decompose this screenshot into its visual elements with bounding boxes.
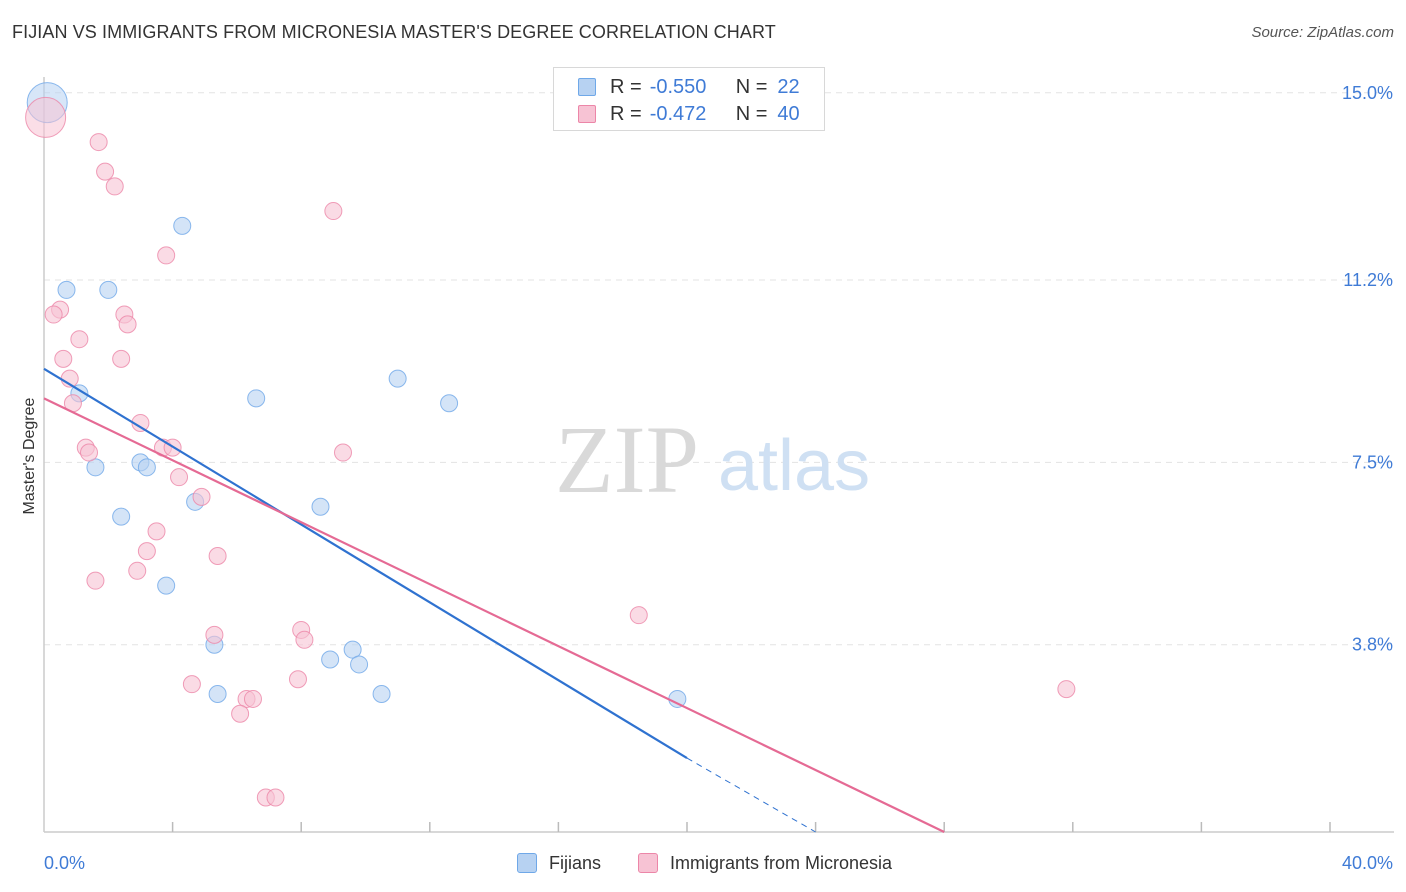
fijians-legend-swatch <box>517 853 537 873</box>
legend-r-value: -0.472 <box>649 102 707 125</box>
fijians-point <box>311 497 330 516</box>
data-points <box>25 82 1076 807</box>
legend-n-value: 40 <box>777 102 800 125</box>
fijians-point <box>350 655 369 674</box>
fijians-point <box>321 650 340 669</box>
legend-n-label: N = <box>735 102 768 125</box>
grid-lines <box>44 92 1394 646</box>
micronesia-point <box>118 315 137 334</box>
trend-lines <box>43 367 945 833</box>
micronesia-point <box>147 522 166 541</box>
micronesia-point <box>295 630 314 649</box>
fijians-point <box>112 507 131 526</box>
legend-r-value: -0.550 <box>649 75 707 98</box>
x-tick-label-min: 0.0% <box>44 853 85 873</box>
legend-row-fijians: R = -0.550 N = 22 <box>578 76 800 98</box>
fijians-legend-label: Fijians <box>549 852 602 873</box>
x-ticks <box>171 822 1331 832</box>
micronesia-point <box>157 246 176 265</box>
micronesia-point <box>170 468 189 487</box>
x-tick-label-max: 40.0% <box>1342 853 1393 873</box>
y-tick-labels: 3.8% 7.5% 11.2% 15.0% <box>1342 83 1393 655</box>
fijians-point <box>440 394 459 413</box>
micronesia-point <box>266 788 285 807</box>
fijians-swatch <box>578 78 596 96</box>
micronesia-legend-label: Immigrants from Micronesia <box>670 852 893 873</box>
micronesia-point <box>105 177 124 196</box>
fijians-point <box>173 216 192 235</box>
fijians-point <box>99 280 118 299</box>
micronesia-legend-swatch <box>638 853 658 873</box>
fijians-trend-extension <box>686 757 816 833</box>
micronesia-point <box>231 704 250 723</box>
chart-title: FIJIAN VS IMMIGRANTS FROM MICRONESIA MAS… <box>12 22 776 42</box>
fijians-trend-line <box>43 367 688 760</box>
y-tick-label: 7.5% <box>1352 452 1393 472</box>
micronesia-point <box>324 202 343 221</box>
micronesia-point <box>182 675 201 694</box>
fijians-point <box>57 280 76 299</box>
micronesia-point <box>128 561 147 580</box>
micronesia-point <box>96 162 115 181</box>
micronesia-point <box>192 487 211 506</box>
watermark: ZIP atlas <box>555 406 870 513</box>
micronesia-point <box>288 670 307 689</box>
legend-n-value: 22 <box>777 75 800 98</box>
legend-r-label: R = <box>610 102 642 125</box>
fijians-point <box>372 685 391 704</box>
y-tick-label: 15.0% <box>1342 83 1393 103</box>
y-tick-label: 11.2% <box>1343 270 1393 290</box>
micronesia-point <box>89 133 108 152</box>
y-tick-label: 3.8% <box>1352 635 1393 655</box>
watermark-atlas: atlas <box>718 426 870 506</box>
micronesia-point <box>1057 680 1076 699</box>
fijians-point <box>208 685 227 704</box>
legend-n-label: N = <box>735 75 768 98</box>
micronesia-point <box>80 443 99 462</box>
micronesia-point <box>86 571 105 590</box>
micronesia-swatch <box>578 105 596 123</box>
micronesia-point <box>44 305 63 324</box>
y-axis-label: Master's Degree <box>21 397 38 514</box>
legend-row-micronesia: R = -0.472 N = 40 <box>578 103 800 125</box>
watermark-zip: ZIP <box>555 406 699 513</box>
micronesia-point <box>243 689 262 708</box>
micronesia-point <box>70 330 89 349</box>
micronesia-point <box>208 547 227 566</box>
micronesia-point <box>333 443 352 462</box>
micronesia-point <box>25 96 67 138</box>
micronesia-point <box>205 625 224 644</box>
legend-r-label: R = <box>610 75 642 98</box>
bottom-legend-micronesia: Immigrants from Micronesia <box>638 850 892 876</box>
fijians-point <box>668 689 687 708</box>
stats-legend: R = -0.550 N = 22 R = -0.472 N = 40 <box>553 67 825 131</box>
fijians-point <box>137 458 156 477</box>
micronesia-trend-line <box>43 397 945 833</box>
bottom-legend-fijians: Fijians <box>517 850 601 876</box>
source-label: Source: ZipAtlas.com <box>1251 24 1394 41</box>
fijians-point <box>157 576 176 595</box>
fijians-point <box>247 389 266 408</box>
micronesia-point <box>629 606 648 625</box>
micronesia-point <box>54 349 73 368</box>
micronesia-point <box>112 349 131 368</box>
micronesia-point <box>137 542 156 561</box>
fijians-point <box>388 369 407 388</box>
